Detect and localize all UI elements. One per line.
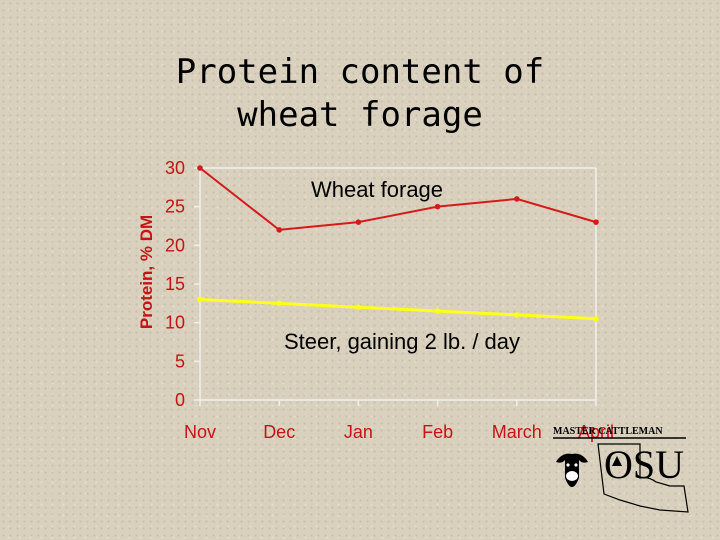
chart-title-line-2: wheat forage: [237, 95, 483, 135]
y-tick-label: 5: [175, 351, 185, 371]
data-point: [514, 196, 520, 202]
data-point: [276, 300, 283, 307]
chart-title-line-1: Protein content of: [175, 52, 545, 92]
y-tick-label: 25: [165, 197, 185, 217]
series-label-wheat-forage: Wheat forage: [311, 177, 443, 202]
x-tick-label: March: [492, 422, 542, 442]
osu-mark: OSU: [604, 442, 684, 487]
steer-head-icon: [556, 453, 588, 487]
logo-top-text: MASTER CATTLEMAN: [553, 426, 663, 437]
data-point: [434, 203, 441, 210]
data-point: [355, 304, 362, 311]
data-point: [355, 219, 362, 225]
x-tick-label: Jan: [344, 422, 373, 442]
series-line-steer: [199, 297, 597, 321]
y-tick-label: 10: [165, 313, 185, 333]
x-tick-label: Dec: [263, 422, 295, 442]
data-point: [197, 165, 203, 171]
x-tick-label: Nov: [184, 422, 216, 442]
x-tick-label: April: [578, 422, 614, 442]
y-tick-label: 20: [165, 235, 185, 255]
series-label-steer: Steer, gaining 2 lb. / day: [284, 329, 520, 354]
y-tick-label: 0: [175, 390, 185, 410]
master-cattleman-logo: MASTER CATTLEMAN OSU: [553, 426, 689, 513]
series-line-wheat-forage: [199, 167, 597, 231]
x-tick-label: Feb: [422, 422, 453, 442]
y-axis-label: Protein, % DM: [137, 215, 156, 329]
oklahoma-outline-icon: [597, 443, 689, 513]
data-point: [434, 308, 441, 314]
data-point: [276, 227, 283, 233]
y-tick-label: 15: [165, 274, 185, 294]
data-point: [593, 316, 599, 322]
y-tick-label: 30: [165, 158, 185, 178]
data-point: [514, 312, 520, 318]
data-point: [593, 219, 599, 225]
data-point: [197, 296, 203, 303]
